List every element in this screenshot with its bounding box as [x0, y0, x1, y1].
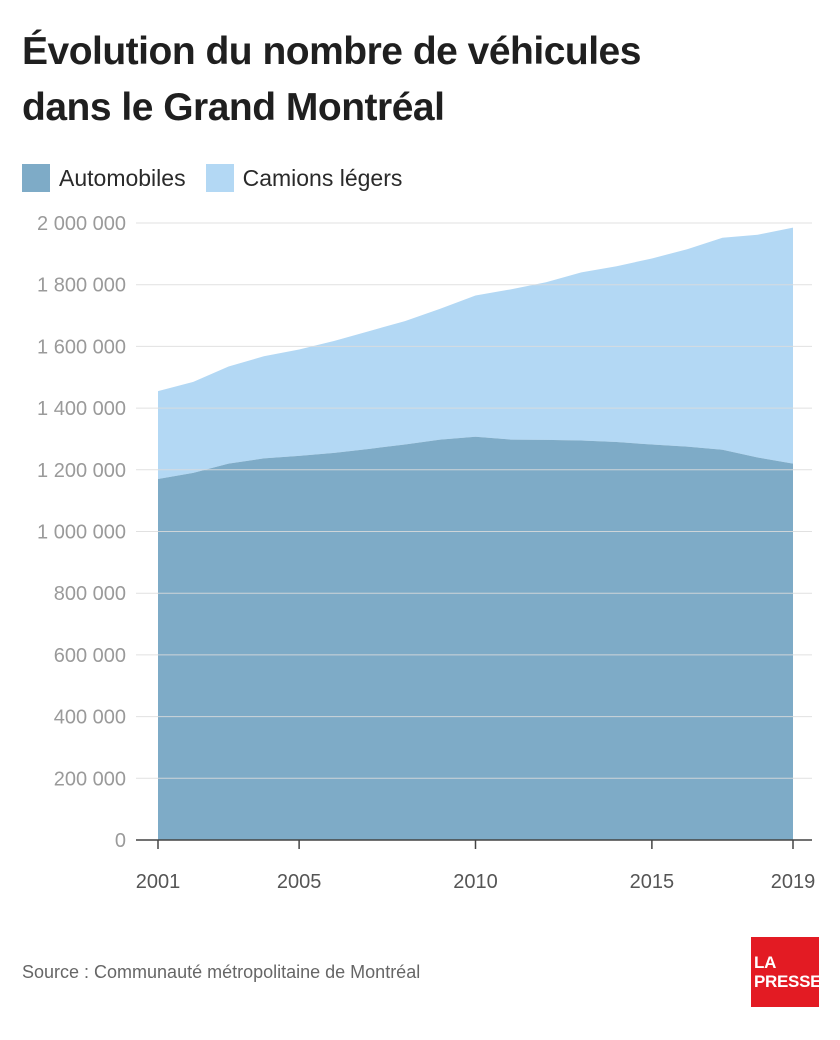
y-tick-label: 800 000 [54, 583, 126, 605]
legend-label-camions: Camions légers [242, 164, 403, 191]
legend-swatch-camions [205, 164, 234, 192]
y-tick-label: 1 000 000 [37, 522, 126, 544]
x-tick-label: 2015 [630, 871, 675, 893]
title-line-2: dans le Grand Montréal [22, 86, 445, 129]
y-tick-label: 2 000 000 [37, 213, 126, 235]
logo-line-1: LA [754, 953, 777, 972]
title-line-1: Évolution du nombre de véhicules [22, 30, 641, 73]
legend-item-automobiles: Automobiles [22, 164, 186, 192]
area-camions-legers [158, 227, 793, 480]
y-tick-label: 400 000 [54, 707, 126, 729]
legend-label-automobiles: Automobiles [59, 164, 186, 191]
y-tick-label: 1 800 000 [37, 275, 126, 297]
area-automobiles [158, 436, 793, 840]
source-note: Source : Communauté métropolitaine de Mo… [22, 962, 421, 982]
y-tick-label: 600 000 [54, 645, 126, 667]
area-chart: 0 200 000 400 000 600 000 800 000 1 000 000 1 … [37, 213, 816, 893]
y-tick-label: 1 400 000 [37, 398, 126, 420]
legend-item-camions: Camions légers [205, 164, 403, 192]
y-tick-label: 0 [115, 830, 126, 852]
y-tick-label: 1 600 000 [37, 336, 126, 358]
x-tick-label: 2019 [771, 871, 816, 893]
legend: Automobiles Camions légers [22, 164, 422, 192]
la-presse-logo: LA PRESSE [751, 937, 822, 1007]
x-tick-label: 2005 [277, 871, 322, 893]
legend-swatch-automobiles [22, 164, 50, 192]
x-tick-label: 2010 [453, 871, 498, 893]
chart-title: Évolution du nombre de véhicules dans le… [22, 24, 812, 136]
y-tick-label: 200 000 [54, 768, 126, 790]
x-tick-label: 2001 [136, 871, 181, 893]
logo-line-2: PRESSE [754, 972, 822, 991]
y-tick-label: 1 200 000 [37, 460, 126, 482]
